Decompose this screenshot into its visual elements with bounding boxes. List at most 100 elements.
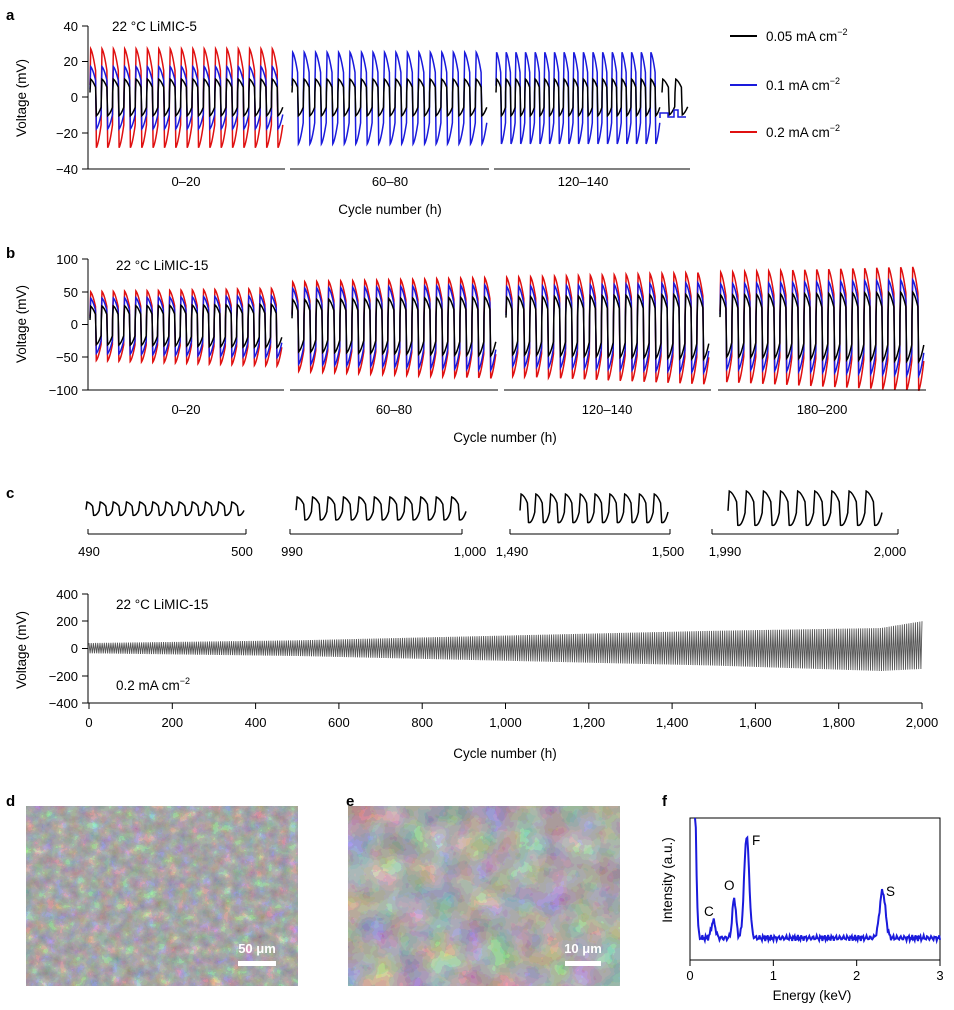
panel-c-ytick: 400 bbox=[56, 587, 78, 602]
panel-b-xlabel: Cycle number (h) bbox=[453, 430, 557, 445]
inset-trace-2 bbox=[519, 492, 669, 524]
panel-f-spectrum bbox=[694, 817, 941, 945]
panel-d: 50 μm bbox=[26, 806, 298, 986]
peak-label-s: S bbox=[886, 884, 895, 899]
panel-a-xlabel: Cycle number (h) bbox=[338, 202, 442, 217]
panel-a-trace-tail-black bbox=[661, 77, 689, 117]
panel-a-ytick: −20 bbox=[56, 126, 78, 141]
panel-b-traces bbox=[89, 266, 925, 392]
inset-trace-3 bbox=[727, 489, 883, 527]
scalebar-label-d: 50 μm bbox=[238, 941, 276, 956]
inset-trace-1 bbox=[295, 495, 467, 521]
panel-c: 400 200 0 −200 −400 Voltage (mV) 0 200 400… bbox=[14, 587, 938, 761]
panel-label-d: d bbox=[6, 793, 15, 810]
panel-c-insets: 490 500 990 1,000 1,490 1,500 1,990 2,00… bbox=[78, 489, 907, 559]
panel-c-xtick-label: 200 bbox=[161, 715, 183, 730]
panel-a-segment-label: 60–80 bbox=[372, 174, 408, 189]
panel-c-ytick: 200 bbox=[56, 614, 78, 629]
inset-from: 490 bbox=[78, 544, 100, 559]
panel-f-xtick-label: 2 bbox=[853, 968, 860, 983]
sem-image-d bbox=[26, 806, 298, 986]
panel-b-ytick: 50 bbox=[64, 285, 78, 300]
panel-f-x-ticks: 0 1 2 3 bbox=[686, 960, 944, 983]
scalebar-e bbox=[565, 961, 601, 966]
inset-trace-0 bbox=[85, 501, 245, 517]
panel-f-xtick-label: 3 bbox=[936, 968, 943, 983]
panel-b-segment-label: 180–200 bbox=[797, 402, 848, 417]
scalebar-label-e: 10 μm bbox=[564, 941, 602, 956]
panel-c-ytick: −200 bbox=[49, 669, 78, 684]
panel-c-xtick-label: 0 bbox=[85, 715, 92, 730]
panel-b-ytick: −100 bbox=[49, 383, 78, 398]
panel-a-trace-tail-blue bbox=[659, 109, 686, 118]
peak-label-o: O bbox=[724, 878, 735, 893]
panel-c-x-ticks: 0 200 400 600 800 1,000 1,200 1,400 1,600 1,800 2,… bbox=[85, 703, 938, 730]
panel-a-annotation: 22 °C LiMIC-5 bbox=[112, 19, 197, 34]
panel-a-ytick: 0 bbox=[71, 90, 78, 105]
panel-a-segment-label: 0–20 bbox=[172, 174, 201, 189]
panel-c-annotation: 22 °C LiMIC-15 bbox=[116, 597, 208, 612]
inset-to: 2,000 bbox=[874, 544, 907, 559]
panel-f-ylabel: Intensity (a.u.) bbox=[660, 837, 675, 923]
panel-label-a: a bbox=[6, 7, 15, 24]
panel-b-segment-label: 0–20 bbox=[172, 402, 201, 417]
panel-a-traces bbox=[89, 45, 689, 149]
panel-c-ylabel: Voltage (mV) bbox=[14, 611, 29, 689]
inset-from: 1,490 bbox=[496, 544, 529, 559]
panel-a: 40 20 0 −20 −40 Voltage (mV) 22 °C LiMIC… bbox=[14, 19, 690, 217]
panel-b-ylabel: Voltage (mV) bbox=[14, 285, 29, 363]
panel-a-ylabel: Voltage (mV) bbox=[14, 59, 29, 137]
panel-c-xtick-label: 400 bbox=[245, 715, 267, 730]
panel-b-trace-0-seg3 bbox=[719, 290, 925, 364]
inset-from: 1,990 bbox=[709, 544, 742, 559]
panel-b-ytick: 100 bbox=[56, 252, 78, 267]
panel-a-ytick: −40 bbox=[56, 162, 78, 177]
panel-label-b: b bbox=[6, 245, 15, 262]
inset-traces bbox=[85, 489, 883, 527]
inset-to: 1,000 bbox=[454, 544, 487, 559]
panel-c-xtick-label: 800 bbox=[411, 715, 433, 730]
inset-to: 1,500 bbox=[652, 544, 685, 559]
panel-c-xtick-label: 600 bbox=[328, 715, 350, 730]
legend-label-0.05: 0.05 mA cm−2 bbox=[766, 27, 848, 44]
panel-c-xtick-label: 1,400 bbox=[656, 715, 689, 730]
panel-b-trace-0-seg2 bbox=[505, 292, 710, 362]
panel-c-xtick-label: 1,200 bbox=[573, 715, 606, 730]
inset-to: 500 bbox=[231, 544, 253, 559]
panel-c-xlabel: Cycle number (h) bbox=[453, 746, 557, 761]
panel-label-e: e bbox=[346, 793, 354, 810]
sem-image-e bbox=[348, 806, 620, 986]
panel-f-xtick-label: 0 bbox=[686, 968, 693, 983]
inset-from: 990 bbox=[281, 544, 303, 559]
peak-label-c: C bbox=[704, 904, 714, 919]
panel-c-voltage-trace bbox=[88, 621, 923, 671]
panel-c-xtick-label: 1,800 bbox=[822, 715, 855, 730]
panel-b-annotation: 22 °C LiMIC-15 bbox=[116, 258, 208, 273]
panel-a-trace-0-seg2 bbox=[495, 77, 661, 118]
panel-b-segment-label: 60–80 bbox=[376, 402, 412, 417]
panel-f-frame bbox=[689, 817, 941, 961]
panel-c-xtick-label: 1,600 bbox=[739, 715, 772, 730]
panel-c-ytick: −400 bbox=[49, 696, 78, 711]
panel-c-xtick-label: 2,000 bbox=[906, 715, 939, 730]
panel-b-trace-0-seg0 bbox=[89, 302, 283, 350]
panel-c-current: 0.2 mA cm−2 bbox=[116, 676, 190, 693]
panel-b-y-ticks bbox=[82, 258, 88, 391]
panel-a-trace-0-seg1 bbox=[291, 77, 488, 118]
panel-f-xlabel: Energy (keV) bbox=[773, 988, 852, 1003]
panel-a-segment-label: 120–140 bbox=[558, 174, 609, 189]
panel-c-ytick: 0 bbox=[71, 641, 78, 656]
legend: 0.05 mA cm−2 0.1 mA cm−2 0.2 mA cm−2 bbox=[730, 27, 848, 140]
legend-label-0.2: 0.2 mA cm−2 bbox=[766, 123, 840, 140]
eds-spectrum-line bbox=[694, 817, 941, 945]
panel-a-trace-0-seg0 bbox=[89, 77, 284, 118]
panel-b-segment-label: 120–140 bbox=[582, 402, 633, 417]
panel-c-xtick-label: 1,000 bbox=[489, 715, 522, 730]
panel-a-ytick: 40 bbox=[64, 19, 78, 34]
peak-label-f: F bbox=[752, 833, 760, 848]
panel-b: 100 50 0 −50 −100 Voltage (mV) 22 °C LiM… bbox=[14, 252, 926, 445]
panel-f-xtick-label: 1 bbox=[770, 968, 777, 983]
panel-a-ytick: 20 bbox=[64, 54, 78, 69]
panel-c-y-ticks bbox=[82, 593, 88, 704]
